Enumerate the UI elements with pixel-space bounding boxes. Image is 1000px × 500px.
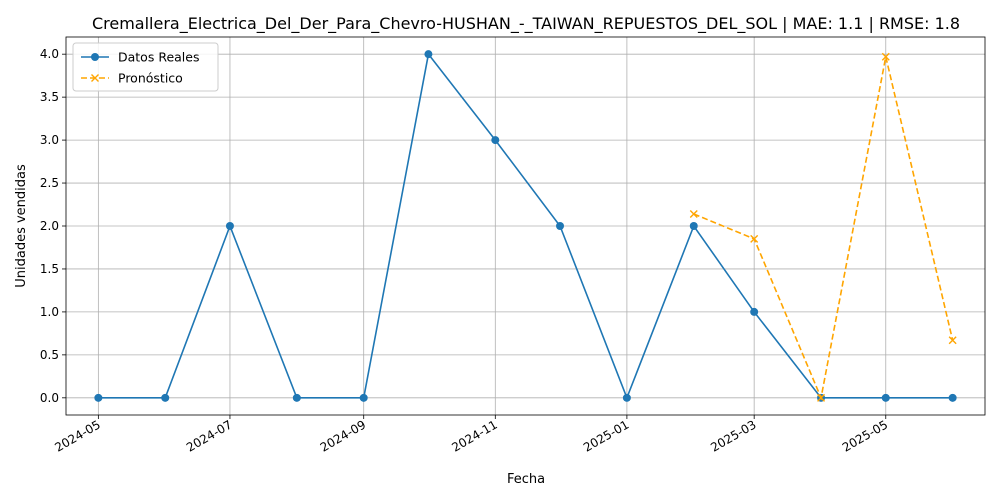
y-axis-label: Unidades vendidas xyxy=(14,164,29,288)
data-point xyxy=(750,307,759,316)
grid xyxy=(66,37,985,415)
data-point xyxy=(359,393,368,402)
x-tick-label: 2025-03 xyxy=(708,417,758,454)
data-point xyxy=(689,222,698,230)
forecast-point xyxy=(689,209,698,218)
forecast-point xyxy=(948,336,957,345)
forecast-point xyxy=(881,52,890,61)
legend-label: Pronóstico xyxy=(118,71,183,86)
y-tick-label: 1.0 xyxy=(40,305,59,319)
legend-box xyxy=(72,42,219,92)
legend-marker-circle xyxy=(91,53,99,61)
data-point xyxy=(491,136,500,145)
chart-title: Cremallera_Electrica_Del_Der_Para_Chevro… xyxy=(92,14,960,34)
y-tick-label: 2.0 xyxy=(40,219,59,233)
legend-marker-x xyxy=(91,74,99,82)
y-tick-label: 0.0 xyxy=(40,391,59,405)
series-line-0 xyxy=(98,52,953,401)
y-tick-label: 3.0 xyxy=(40,133,59,147)
y-tick-label: 4.0 xyxy=(40,47,59,61)
x-tick-label: 2025-01 xyxy=(581,417,631,454)
forecast-point xyxy=(750,234,759,243)
data-point xyxy=(622,393,631,402)
x-tick-label: 2024-11 xyxy=(449,417,499,454)
y-tick-label: 2.5 xyxy=(40,176,59,190)
series-line-1 xyxy=(693,56,954,401)
data-point xyxy=(424,50,433,59)
data-point xyxy=(556,222,565,230)
x-tick-label: 2024-05 xyxy=(52,417,102,454)
data-point xyxy=(94,393,103,402)
y-tick-label: 0.5 xyxy=(40,348,59,362)
plot-frame xyxy=(65,36,986,416)
series xyxy=(94,50,957,402)
legend: Datos Reales Pronóstico xyxy=(72,42,219,92)
y-tick-label: 1.5 xyxy=(40,262,59,276)
data-point xyxy=(292,393,301,402)
x-tick-label: 2024-09 xyxy=(318,417,368,454)
x-tick-label: 2024-07 xyxy=(184,417,234,454)
data-point xyxy=(948,393,957,402)
data-point xyxy=(161,393,170,402)
legend-label: Datos Reales xyxy=(118,50,199,65)
x-axis-label: Fecha xyxy=(507,472,545,487)
forecast-point xyxy=(817,393,826,402)
x-tick-label: 2025-05 xyxy=(840,417,890,454)
axes: 0.0 0.5 1.0 1.5 2.0 2.5 3.0 3.5 4.0 2024-05 2024-0… xyxy=(40,36,986,455)
y-tick-label: 3.5 xyxy=(40,90,59,104)
data-point xyxy=(225,222,234,230)
data-point xyxy=(881,393,890,402)
